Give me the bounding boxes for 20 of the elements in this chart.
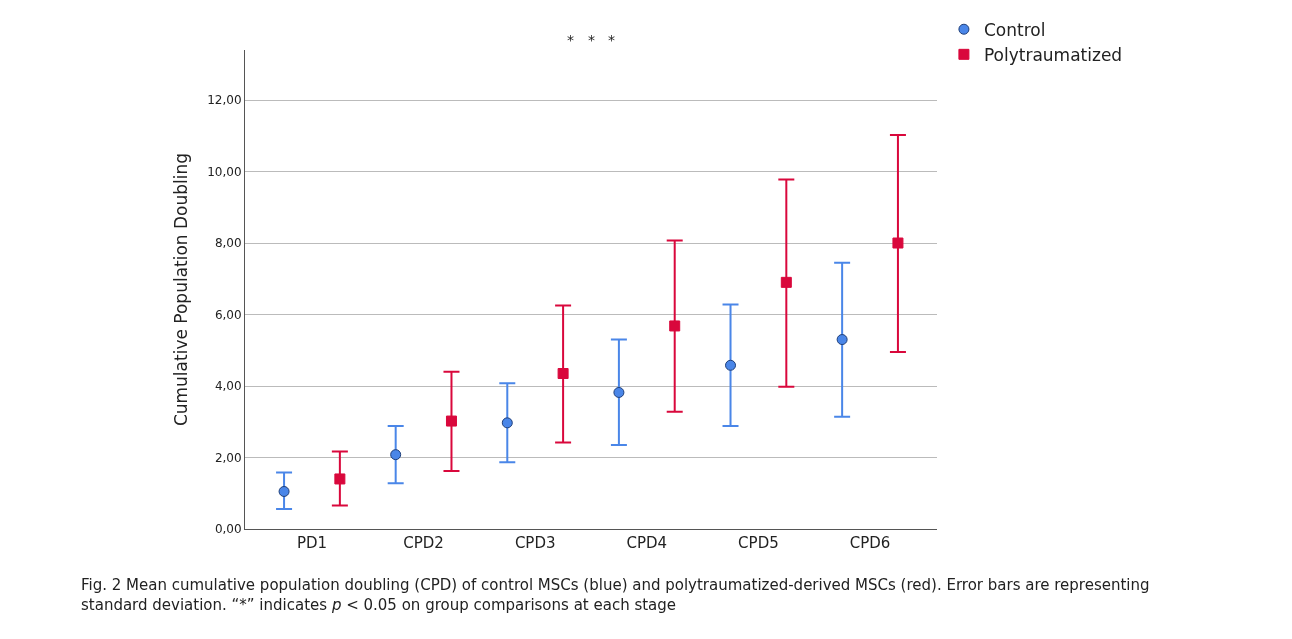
x-tick-label: CPD4 [626, 534, 668, 552]
text: * [588, 32, 595, 48]
x-tick-label: CPD6 [849, 534, 891, 552]
y-tick-label: 2,00 [214, 450, 242, 465]
y-axis-title: Cumulative Population Doubling [170, 152, 191, 427]
y-tick-label: 12,00 [207, 93, 242, 108]
legend-label: Polytraumatized [983, 44, 1123, 65]
caption: Fig. 2 Mean cumulative population doubling (CPD) of control MSCs (blue) and polytraumatized-derived MSCs (red). Error bars are representing standard deviation. “*” indicates p < 0.05 on group comparisons at each stage [81, 576, 1150, 614]
x-tick-label: CPD3 [514, 534, 556, 552]
x-tick-label: PD1 [296, 534, 328, 552]
text: * [608, 32, 615, 48]
y-tick-label: 8,00 [214, 236, 242, 251]
legend-label: Control [983, 19, 1046, 40]
y-tick-label: 0,00 [214, 522, 242, 537]
y-tick-label: 4,00 [214, 379, 242, 394]
x-tick-label: CPD5 [738, 534, 779, 552]
y-tick-label: 10,00 [207, 164, 242, 179]
text: * [567, 32, 574, 48]
x-tick-label: CPD2 [403, 534, 444, 552]
y-tick-label: 6,00 [214, 307, 242, 322]
